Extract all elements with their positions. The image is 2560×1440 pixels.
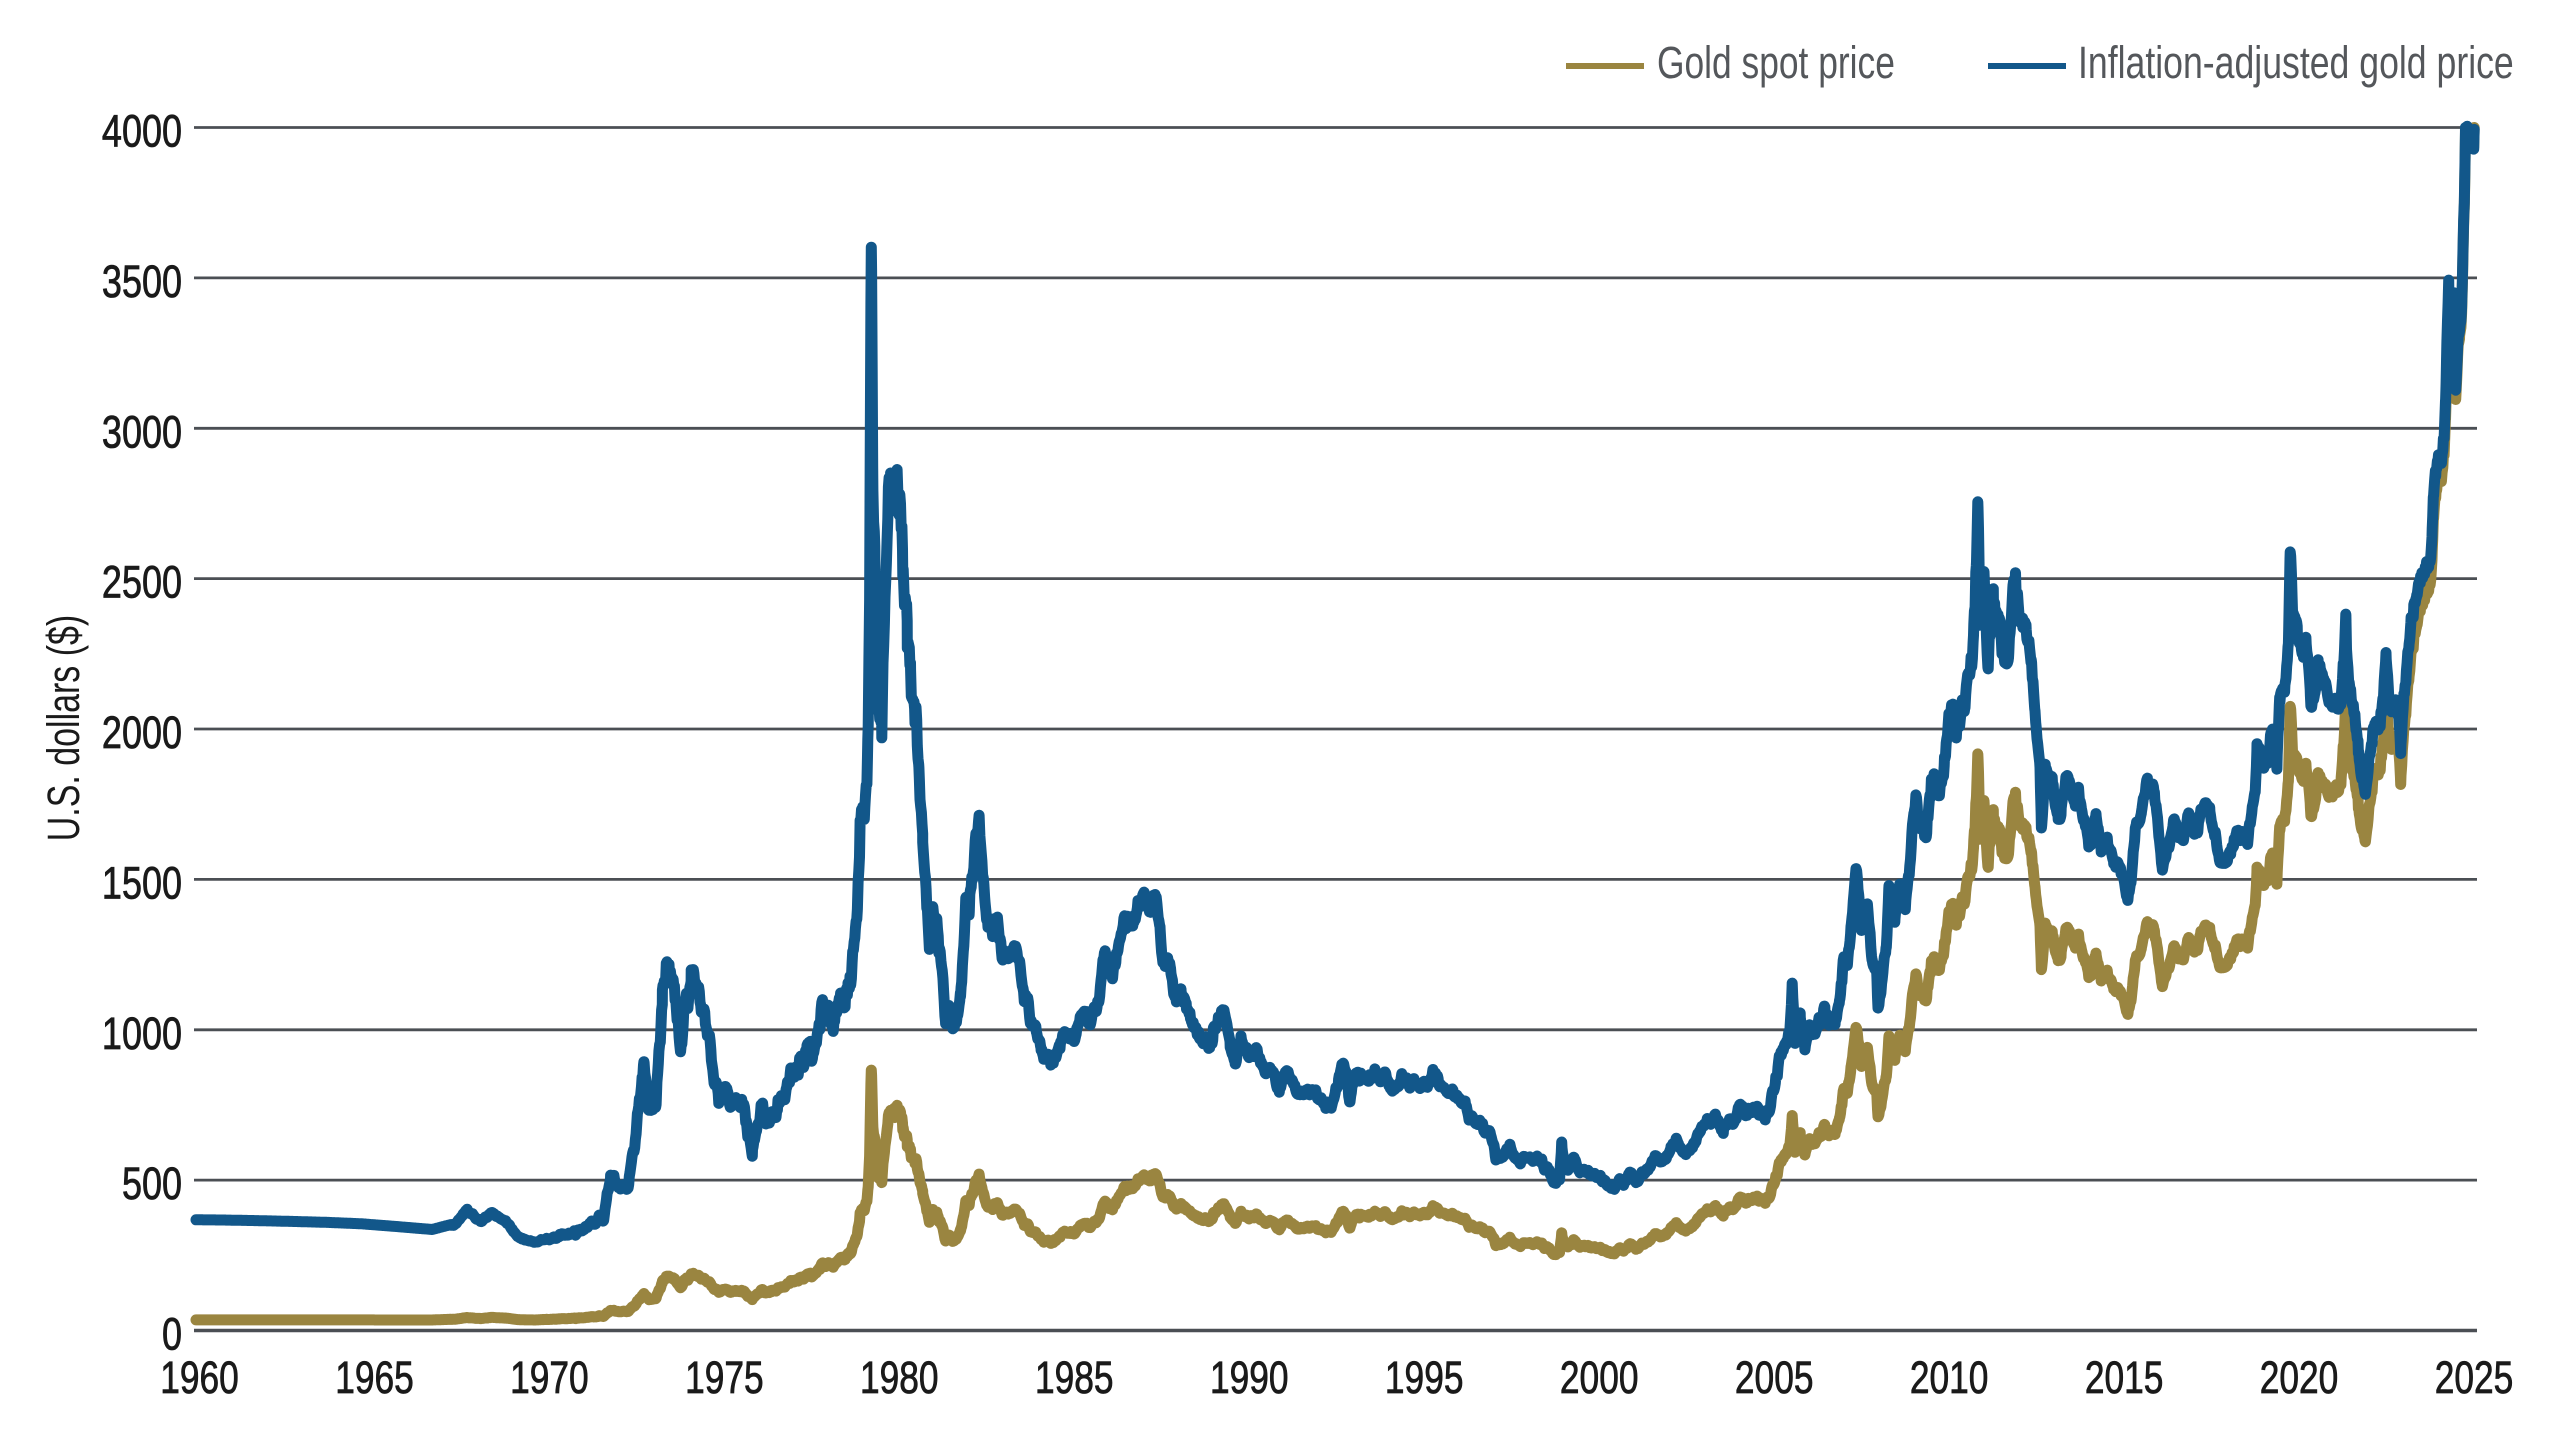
svg-text:3500: 3500 [102, 256, 182, 307]
svg-text:2000: 2000 [102, 707, 182, 758]
svg-text:2010: 2010 [1910, 1352, 1989, 1403]
svg-text:2000: 2000 [1560, 1352, 1639, 1403]
svg-text:1980: 1980 [860, 1352, 939, 1403]
svg-text:2020: 2020 [2260, 1352, 2339, 1403]
svg-text:2005: 2005 [1735, 1352, 1814, 1403]
svg-text:2025: 2025 [2435, 1352, 2514, 1403]
svg-text:U.S. dollars ($): U.S. dollars ($) [39, 615, 89, 841]
svg-text:3000: 3000 [102, 406, 182, 457]
svg-text:1970: 1970 [510, 1352, 589, 1403]
svg-text:0: 0 [162, 1309, 182, 1360]
svg-text:1990: 1990 [1210, 1352, 1289, 1403]
svg-text:1985: 1985 [1035, 1352, 1114, 1403]
svg-text:1965: 1965 [335, 1352, 414, 1403]
svg-text:1975: 1975 [685, 1352, 764, 1403]
svg-text:1960: 1960 [160, 1352, 239, 1403]
svg-text:1500: 1500 [102, 858, 182, 909]
svg-text:2500: 2500 [102, 557, 182, 608]
svg-text:Gold spot price: Gold spot price [1657, 37, 1895, 88]
svg-text:500: 500 [122, 1158, 182, 1209]
svg-text:1000: 1000 [102, 1008, 182, 1059]
svg-text:1995: 1995 [1385, 1352, 1464, 1403]
svg-text:4000: 4000 [102, 106, 182, 157]
svg-text:Inflation-adjusted gold price: Inflation-adjusted gold price [2078, 37, 2514, 88]
svg-text:2015: 2015 [2085, 1352, 2164, 1403]
